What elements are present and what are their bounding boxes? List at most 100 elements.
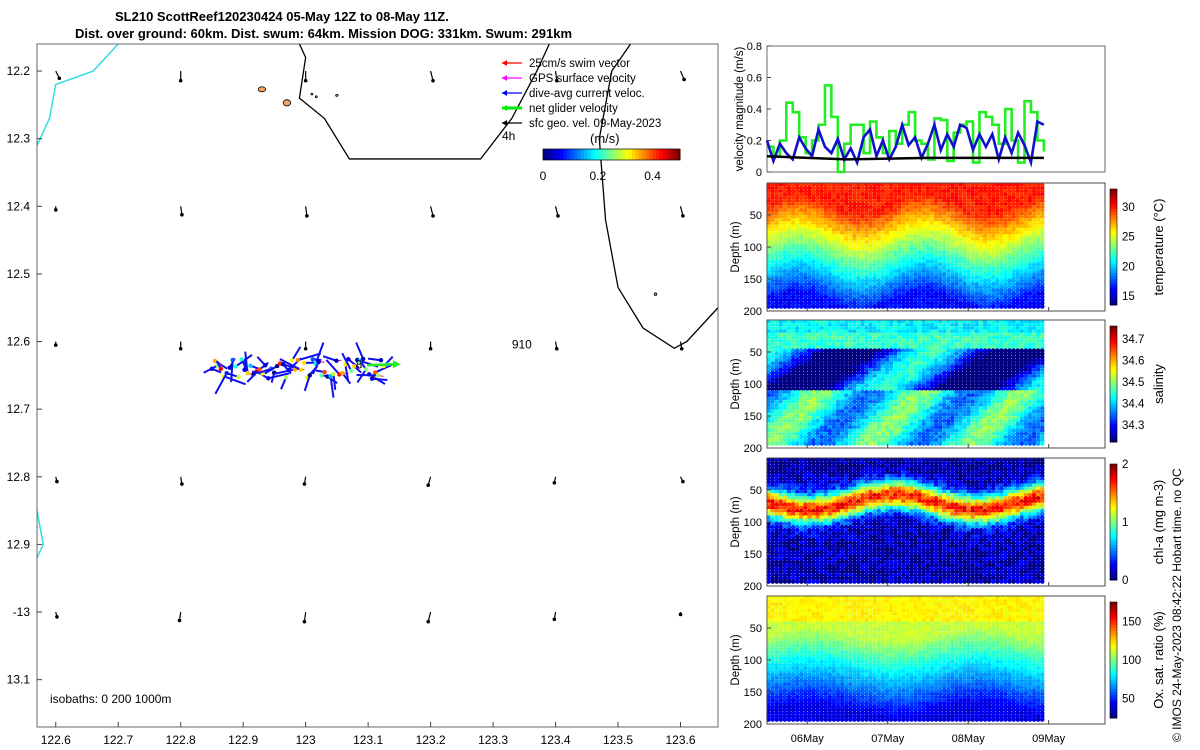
profile-sample <box>778 208 784 213</box>
colorbar-segment <box>1110 261 1117 265</box>
profile-sample <box>774 192 780 197</box>
profile-sample <box>798 253 804 258</box>
profile-sample <box>786 240 792 245</box>
track-point <box>340 370 345 376</box>
geostrophic-vector-head <box>552 480 557 485</box>
profile-sample <box>794 259 800 265</box>
colorbar-segment <box>652 149 657 160</box>
profile-sample <box>786 221 792 226</box>
profile-sample <box>774 272 780 277</box>
profile-sample <box>770 441 775 446</box>
profile-sample <box>794 243 800 249</box>
profile-sample <box>794 233 800 239</box>
profile-sample <box>766 291 771 297</box>
profile-sample <box>782 230 788 236</box>
track-point <box>307 373 312 378</box>
colorbar-segment <box>628 149 633 160</box>
colorbar-segment <box>566 149 571 160</box>
colorbar-segment <box>1110 206 1117 210</box>
profile-sample <box>901 304 906 309</box>
colorbar-tick-label: 0 <box>540 169 547 183</box>
colorbar-segment <box>597 149 602 160</box>
profile-sample <box>778 294 784 300</box>
profile-sample <box>798 272 804 277</box>
profile-sample <box>778 237 784 242</box>
profile-sample <box>770 208 775 213</box>
profile-sample <box>913 441 918 446</box>
profile-sample <box>782 269 788 274</box>
current-vector <box>355 342 365 360</box>
profile-sample <box>937 441 943 446</box>
current-vector <box>371 377 388 381</box>
colorbar-segment <box>1110 270 1117 274</box>
map-ytick-label: 12.5 <box>7 267 31 281</box>
profile-sample <box>786 275 792 281</box>
profile-sample <box>774 265 780 271</box>
profile-sample <box>815 441 820 446</box>
profile-sample <box>798 237 804 242</box>
depth-tick-label: 100 <box>744 242 762 254</box>
profile-sample <box>798 227 804 233</box>
colorbar-segment <box>1110 197 1117 202</box>
colorbar-segment <box>656 149 660 160</box>
map-xtick-label: 122.8 <box>166 733 196 747</box>
profile-sample <box>798 291 804 297</box>
profile-sample <box>790 201 796 207</box>
colorbar-segment <box>625 149 630 160</box>
legend-label: GPS surface velocity <box>529 73 636 85</box>
geostrophic-vector-head <box>180 212 184 217</box>
profile-sample <box>766 189 771 194</box>
profile-sample <box>811 304 816 309</box>
profile-sample <box>770 221 775 226</box>
profile-sample <box>794 297 800 303</box>
profile-sample <box>790 278 796 284</box>
profile-sample <box>790 230 796 236</box>
profile-sample <box>839 441 845 446</box>
profile-sample <box>864 304 869 309</box>
profile-sample <box>778 201 784 207</box>
profile-sample <box>786 189 792 194</box>
profile-sample <box>778 249 784 255</box>
profile-sample <box>794 189 800 194</box>
colorbar-segment <box>1110 235 1117 239</box>
map-ytick-label: 12.9 <box>7 537 31 551</box>
profile-sample <box>982 304 988 309</box>
profile-sample <box>962 441 967 446</box>
profile-sample <box>888 441 894 446</box>
colorbar-segment <box>1110 281 1117 286</box>
map-ytick-label: 12.2 <box>7 64 31 78</box>
track-point <box>212 358 218 364</box>
colorbar-tick-label: 20 <box>1122 261 1135 273</box>
profile-sample <box>794 265 800 271</box>
profile-sample <box>958 441 963 446</box>
profile-sample <box>782 265 788 271</box>
profile-sample <box>782 256 788 261</box>
colorbar-segment <box>1110 244 1117 248</box>
profile-sample <box>803 269 808 274</box>
profile-sample <box>1015 304 1021 309</box>
profile-sample <box>766 294 771 300</box>
colorbar-segment <box>669 149 674 160</box>
profile-sample <box>774 269 780 274</box>
profile-sample <box>770 227 775 233</box>
profile-sample <box>770 198 775 204</box>
profile-sample <box>770 189 775 194</box>
colorbar-segment <box>1110 223 1117 228</box>
profile-sample <box>778 233 784 239</box>
profile-sample <box>786 288 792 293</box>
track-point <box>352 364 357 369</box>
profile-sample <box>778 189 784 194</box>
profile-sample <box>766 265 771 271</box>
profile-sample <box>1027 304 1033 309</box>
profile-sample <box>803 192 808 197</box>
track-point <box>248 363 253 368</box>
profile-sample <box>794 256 800 261</box>
profile-sample <box>782 227 788 233</box>
profile-sample <box>770 297 775 303</box>
profile-sample <box>774 262 780 268</box>
profile-sample <box>790 288 796 293</box>
profile-sample <box>766 253 771 258</box>
profile-sample <box>770 211 775 217</box>
profile-sample <box>770 281 775 287</box>
